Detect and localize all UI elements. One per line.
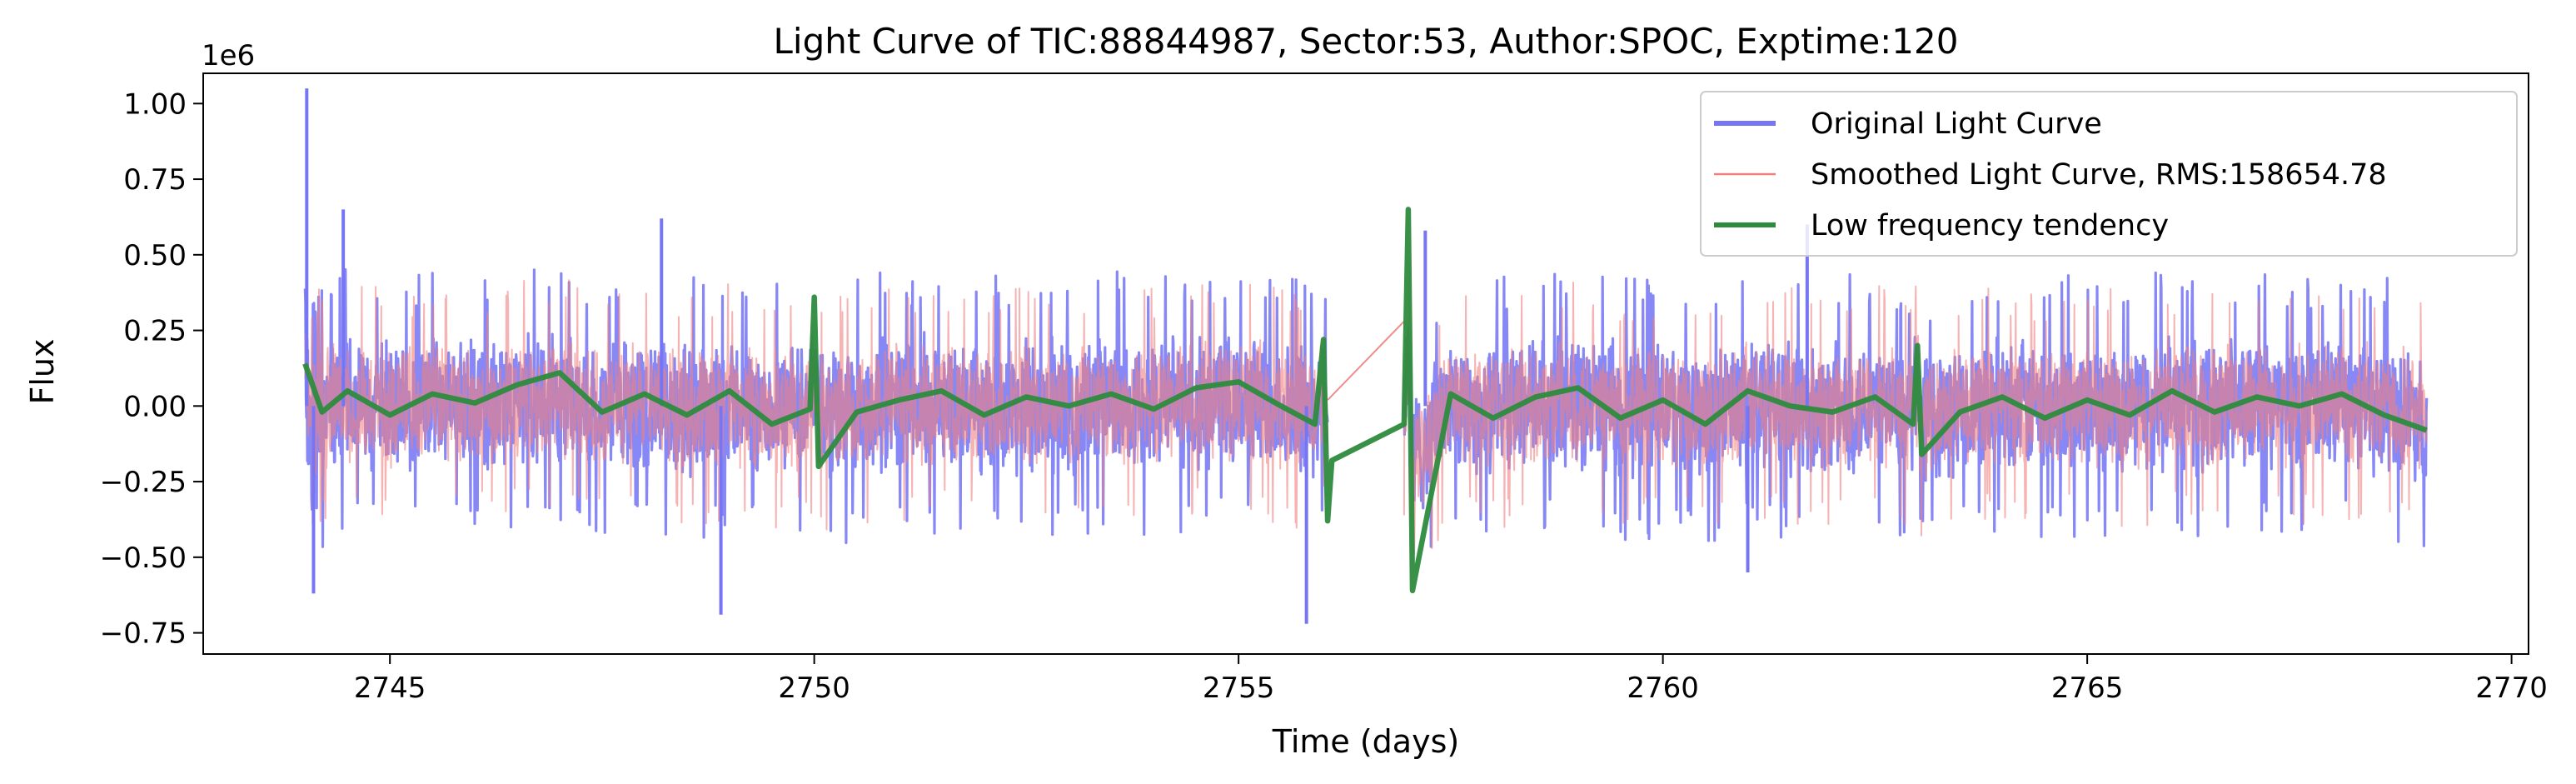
y-axis-label: Flux — [24, 339, 61, 405]
y-tick-label: 0.25 — [123, 315, 187, 348]
x-axis-label: Time (days) — [1272, 723, 1459, 760]
legend: Original Light Curve Smoothed Light Curve… — [1700, 91, 2518, 257]
y-tick-label: 0.75 — [123, 163, 187, 197]
legend-box — [1700, 91, 2518, 257]
smoothed-gap-connector — [1327, 320, 1405, 401]
low-frequency-tendency-line — [302, 207, 2428, 594]
y-tick-label: −0.50 — [100, 542, 187, 575]
x-axis: 2745 2750 2755 2760 2765 2770 — [354, 654, 2548, 705]
x-tick-label: 2745 — [354, 672, 426, 705]
legend-label-smoothed: Smoothed Light Curve, RMS:158654.78 — [1811, 158, 2387, 192]
x-tick-label: 2770 — [2475, 672, 2548, 705]
y-axis: 1.00 0.75 0.50 0.25 0.00 −0.25 −0.50 −0.75 — [100, 87, 203, 651]
axes-frame — [202, 72, 2529, 655]
legend-label-original: Original Light Curve — [1811, 107, 2102, 141]
y-tick-label: 1.00 — [123, 87, 187, 121]
x-tick-label: 2760 — [1627, 672, 1699, 705]
y-offset-label: 1e6 — [202, 39, 255, 72]
legend-label-trend: Low frequency tendency — [1811, 209, 2169, 242]
x-tick-label: 2755 — [1203, 672, 1275, 705]
y-tick-label: 0.00 — [123, 390, 187, 423]
smoothed-light-curve-segment-2 — [1403, 276, 2428, 555]
chart-title: Light Curve of TIC:88844987, Sector:53, … — [774, 21, 1959, 62]
x-tick-label: 2750 — [778, 672, 850, 705]
plot-area — [302, 88, 2429, 624]
x-tick-label: 2765 — [2051, 672, 2124, 705]
y-tick-label: 0.50 — [123, 239, 187, 272]
y-tick-label: −0.75 — [100, 617, 187, 651]
y-tick-label: −0.25 — [100, 466, 187, 499]
